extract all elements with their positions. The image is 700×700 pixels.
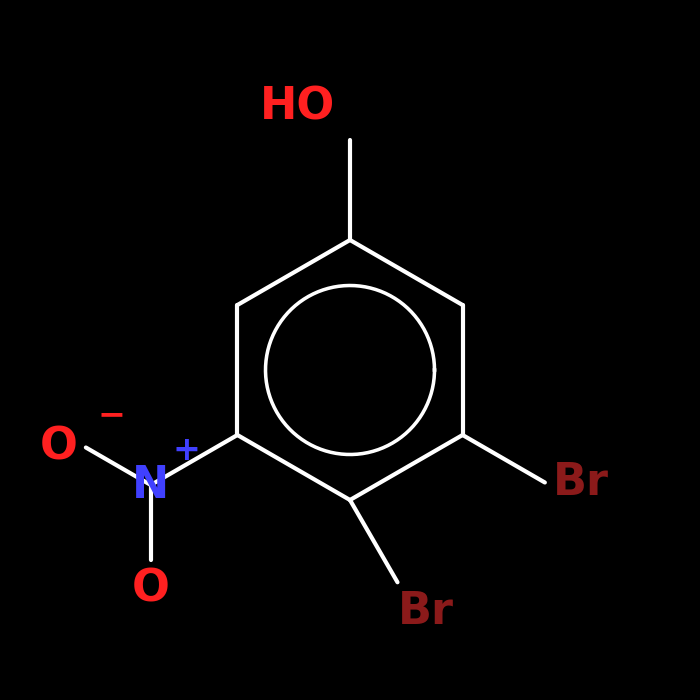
Text: Br: Br [398, 590, 454, 634]
Text: O: O [40, 426, 78, 469]
Text: −: − [98, 398, 126, 431]
Text: N: N [132, 463, 169, 507]
Text: +: + [173, 434, 201, 467]
Text: O: O [132, 568, 170, 611]
Text: Br: Br [553, 461, 609, 504]
Text: HO: HO [260, 85, 335, 128]
